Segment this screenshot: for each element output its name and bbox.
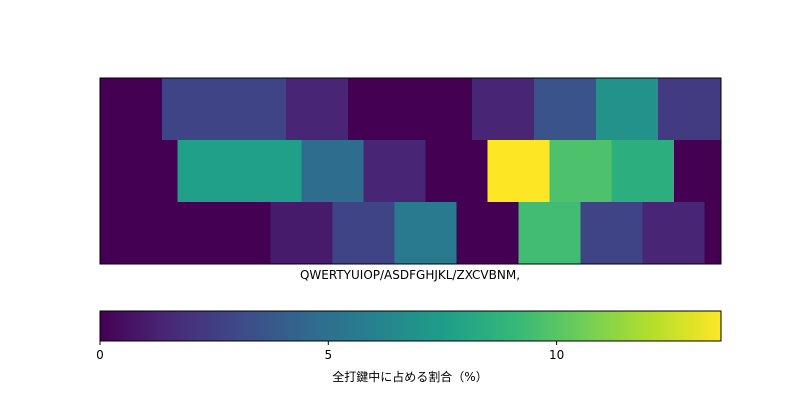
heatmap-cell <box>147 202 210 265</box>
heatmap-cell <box>240 140 303 203</box>
heatmap-cell <box>457 202 520 265</box>
heatmap-cell <box>364 140 427 203</box>
heatmap-cell <box>550 140 613 203</box>
heatmap-cell <box>643 202 706 265</box>
heatmap-cell <box>596 78 659 141</box>
heatmap-cell <box>100 78 163 141</box>
heatmap-cell <box>612 140 675 203</box>
heatmap-cell <box>348 78 411 141</box>
heatmap-cell <box>224 78 287 141</box>
heatmap-cell <box>488 140 551 203</box>
heatmap-cell <box>271 202 334 265</box>
heatmap-cell <box>705 202 722 265</box>
heatmap-cell <box>302 140 365 203</box>
heatmap-cell <box>658 78 721 141</box>
heatmap-cell <box>286 78 349 141</box>
heatmap-cell <box>116 140 179 203</box>
heatmap-cell <box>519 202 582 265</box>
colorbar-label: 全打鍵中に占める割合（%） <box>332 369 487 384</box>
heatmap-cell <box>410 78 473 141</box>
heatmap-cell <box>178 140 241 203</box>
heatmap-cell <box>534 78 597 141</box>
heatmap-cell <box>581 202 644 265</box>
heatmap-cell <box>209 202 272 265</box>
colorbar-tick-label: 0 <box>96 348 104 362</box>
heatmap-cell <box>395 202 458 265</box>
colorbar-ticks: 0 5 10 <box>96 341 564 362</box>
colorbar <box>100 311 721 341</box>
colorbar-tick-label: 5 <box>324 348 332 362</box>
heatmap-cell <box>426 140 489 203</box>
heatmap-cell <box>472 78 535 141</box>
x-axis-label: QWERTYUIOP/ASDFGHJKL/ZXCVBNM, <box>300 268 520 282</box>
colorbar-tick-label: 10 <box>549 348 564 362</box>
heatmap-cells <box>100 78 722 265</box>
heatmap-cell <box>333 202 396 265</box>
heatmap-cell <box>162 78 225 141</box>
